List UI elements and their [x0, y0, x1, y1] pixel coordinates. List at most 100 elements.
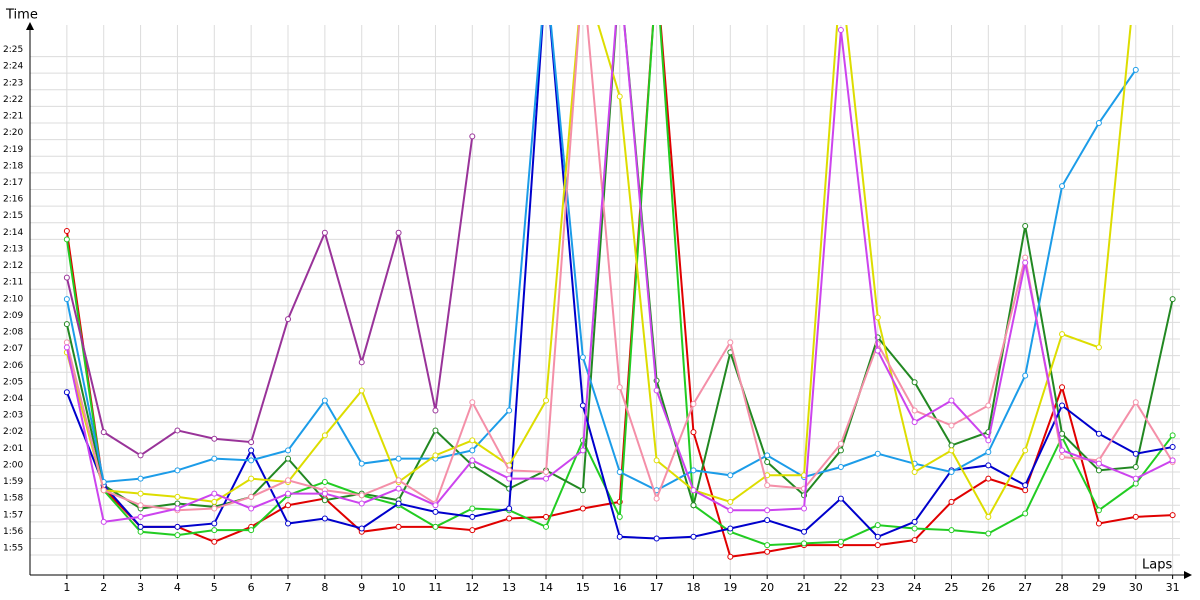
data-point	[506, 475, 513, 482]
data-point	[174, 532, 181, 539]
data-point	[1095, 460, 1102, 467]
data-point	[321, 478, 328, 485]
data-point	[1022, 510, 1029, 517]
data-point	[985, 437, 992, 444]
x-tick-label: 14	[539, 581, 553, 594]
y-tick-label: 2:23	[3, 78, 23, 88]
data-point	[837, 538, 844, 545]
data-point	[137, 513, 144, 520]
x-tick-label: 30	[1129, 581, 1143, 594]
data-point	[1059, 454, 1066, 461]
data-point	[1022, 482, 1029, 489]
y-tick-label: 2:19	[3, 145, 23, 155]
data-point	[985, 402, 992, 409]
x-tick-label: 17	[650, 581, 664, 594]
data-point	[285, 520, 292, 527]
data-point	[395, 500, 402, 507]
data-point	[985, 449, 992, 456]
data-point	[1059, 402, 1066, 409]
data-point	[1095, 520, 1102, 527]
data-point	[579, 505, 586, 512]
data-point	[248, 493, 255, 500]
x-tick-label: 23	[871, 581, 885, 594]
data-point	[63, 296, 70, 303]
data-point	[985, 475, 992, 482]
data-point	[874, 347, 881, 354]
data-point	[616, 384, 623, 391]
data-point	[174, 500, 181, 507]
data-point	[137, 490, 144, 497]
data-point	[358, 387, 365, 394]
data-point	[174, 505, 181, 512]
data-point	[211, 527, 218, 534]
x-tick-label: 12	[465, 581, 479, 594]
data-point	[321, 497, 328, 504]
y-tick-label: 2:14	[3, 228, 23, 238]
x-tick-label: 25	[944, 581, 958, 594]
y-tick-label: 1:55	[3, 544, 23, 554]
data-point	[1059, 430, 1066, 437]
y-tick-label: 2:01	[3, 444, 23, 454]
x-tick-label: 16	[613, 581, 627, 594]
data-point	[653, 495, 660, 502]
data-point	[432, 407, 439, 414]
data-point	[1132, 513, 1139, 520]
x-tick-label: 4	[174, 581, 181, 594]
data-point	[358, 359, 365, 366]
y-axis-title: Time	[5, 8, 38, 23]
x-tick-label: 31	[1166, 581, 1180, 594]
y-tick-label: 2:21	[3, 112, 23, 122]
data-point	[948, 422, 955, 429]
data-point	[63, 344, 70, 351]
data-point	[248, 447, 255, 454]
data-point	[837, 440, 844, 447]
y-tick-label: 2:22	[3, 95, 23, 105]
data-point	[432, 427, 439, 434]
data-point	[616, 513, 623, 520]
data-point	[321, 432, 328, 439]
x-tick-label: 9	[358, 581, 365, 594]
data-point	[543, 475, 550, 482]
data-point	[801, 540, 808, 547]
data-point	[985, 530, 992, 537]
y-axis-arrow	[26, 22, 34, 30]
x-tick-label: 29	[1092, 581, 1106, 594]
x-tick-label: 3	[137, 581, 144, 594]
data-point	[616, 93, 623, 100]
data-point	[1059, 447, 1066, 454]
data-point	[100, 518, 107, 525]
data-point	[285, 447, 292, 454]
data-point	[358, 500, 365, 507]
plot-area	[63, 25, 1176, 560]
data-point	[285, 490, 292, 497]
data-point	[506, 407, 513, 414]
data-point	[211, 498, 218, 505]
data-point	[100, 487, 107, 494]
data-point	[690, 400, 697, 407]
data-point	[1132, 450, 1139, 457]
data-point	[432, 502, 439, 509]
data-point	[690, 533, 697, 540]
data-point	[506, 505, 513, 512]
data-point	[248, 505, 255, 512]
data-point	[211, 490, 218, 497]
data-point	[911, 525, 918, 532]
data-point	[543, 397, 550, 404]
data-point	[874, 522, 881, 529]
data-point	[174, 427, 181, 434]
x-tick-label: 11	[428, 581, 442, 594]
data-point	[174, 523, 181, 530]
data-point	[1132, 66, 1139, 73]
data-point	[985, 513, 992, 520]
y-tick-label: 2:00	[3, 460, 23, 470]
data-point	[285, 477, 292, 484]
data-point	[137, 523, 144, 530]
data-point	[911, 407, 918, 414]
data-point	[358, 492, 365, 499]
data-point	[543, 468, 550, 475]
x-tick-label: 13	[502, 581, 516, 594]
data-point	[1059, 183, 1066, 190]
y-tick-label: 2:16	[3, 195, 23, 205]
data-point	[911, 419, 918, 426]
data-point	[874, 314, 881, 321]
